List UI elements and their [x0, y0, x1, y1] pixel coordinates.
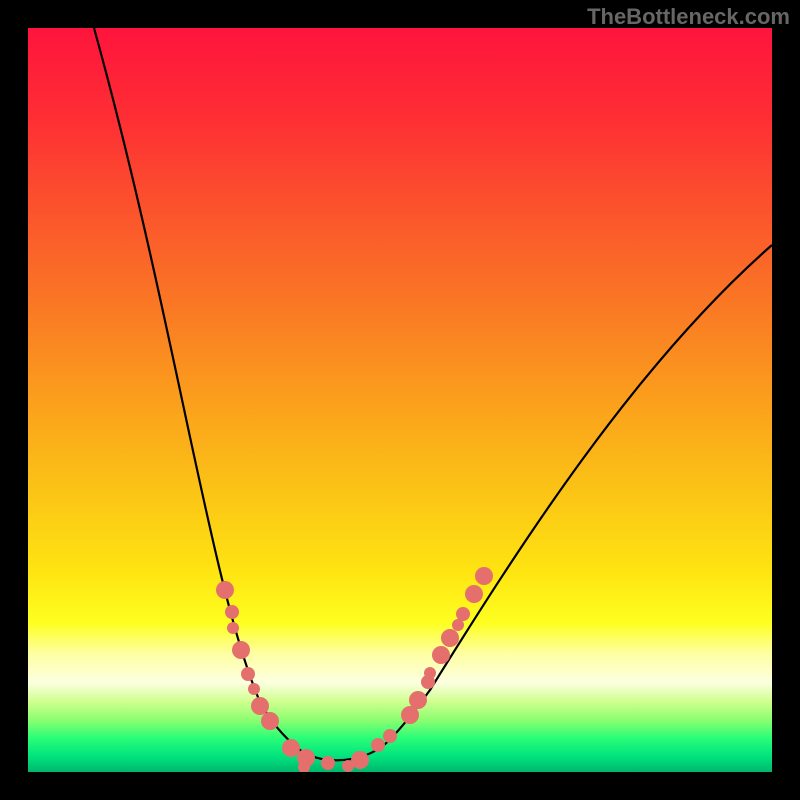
data-point — [475, 567, 493, 585]
data-point — [424, 667, 436, 679]
data-point — [383, 729, 397, 743]
data-point — [225, 605, 239, 619]
gradient-background — [28, 28, 772, 772]
data-point — [441, 629, 459, 647]
data-point — [465, 585, 483, 603]
data-point — [251, 697, 269, 715]
data-point — [216, 581, 234, 599]
watermark: TheBottleneck.com — [587, 4, 790, 30]
data-point — [432, 646, 450, 664]
data-point — [321, 756, 335, 770]
data-point — [371, 738, 385, 752]
bottleneck-chart — [0, 0, 800, 800]
data-point — [298, 761, 310, 773]
data-point — [261, 712, 279, 730]
data-point — [232, 641, 250, 659]
data-point — [282, 739, 300, 757]
data-point — [248, 683, 260, 695]
data-point — [241, 667, 255, 681]
data-point — [456, 607, 470, 621]
data-point — [227, 622, 239, 634]
data-point — [409, 691, 427, 709]
data-point — [351, 751, 369, 769]
